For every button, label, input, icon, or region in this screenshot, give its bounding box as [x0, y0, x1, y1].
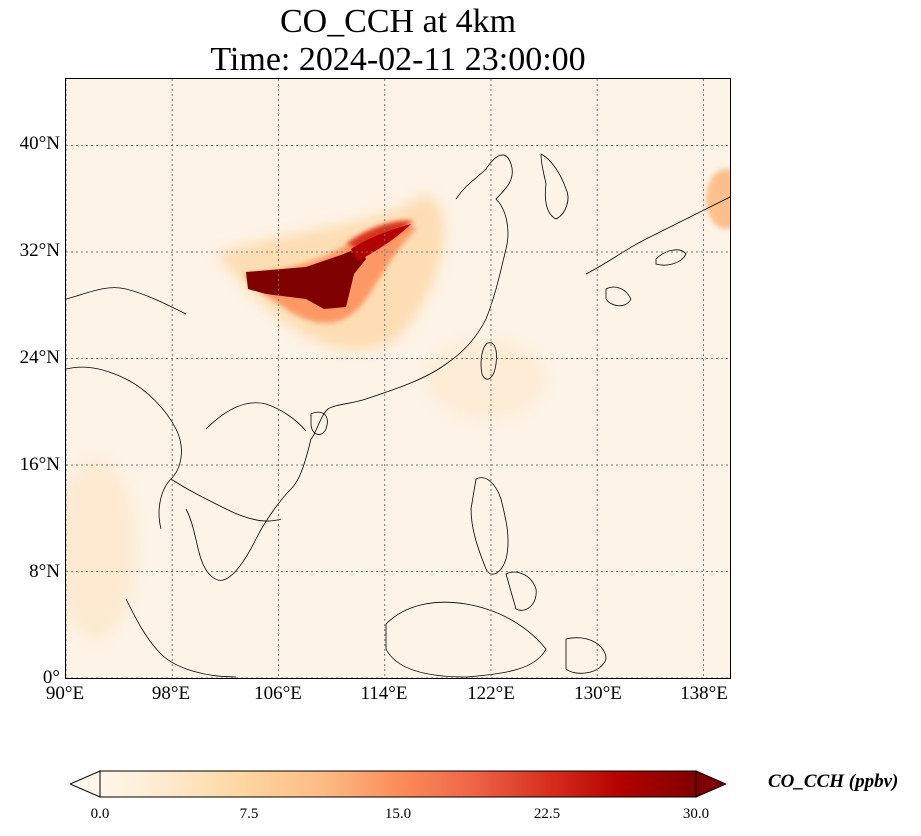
co-plume: [216, 196, 444, 351]
map-panel: [65, 78, 731, 679]
coastlines: [66, 153, 730, 678]
map-time-subtitle: Time: 2024-02-11 23:00:00: [210, 41, 586, 78]
lon-tick-label: 114°E: [360, 683, 408, 704]
colorbar-tick-label: 15.0: [384, 806, 412, 822]
lon-tick-label: 106°E: [254, 683, 302, 704]
colorbar-tick-label: 30.0: [682, 806, 710, 822]
colorbar-tick-label: 0.0: [90, 806, 110, 822]
colorbar-label: CO_CCH (ppbv): [768, 771, 899, 792]
lon-tick-label: 98°E: [151, 683, 191, 704]
lat-tick-label: 40°N: [19, 133, 60, 154]
colorbar-low-extend: [70, 770, 101, 798]
lon-tick-label: 90°E: [45, 683, 85, 704]
lat-tick-label: 32°N: [19, 240, 60, 261]
colorbar-gradient: [99, 770, 697, 798]
lat-tick-label: 16°N: [19, 454, 60, 475]
lat-tick-label: 0°: [42, 667, 60, 688]
lon-tick-label: 130°E: [574, 683, 622, 704]
colorbar: [70, 770, 726, 798]
lon-tick-label: 122°E: [467, 683, 515, 704]
gridlines: [66, 79, 730, 678]
colorbar-tick-label: 7.5: [239, 806, 259, 822]
map-canvas: [66, 79, 730, 678]
lat-tick-label: 8°N: [29, 561, 60, 582]
colorbar-high-extend: [695, 770, 726, 798]
lon-tick-label: 138°E: [680, 683, 728, 704]
colorbar-tick-label: 22.5: [533, 806, 561, 822]
map-title: CO_CCH at 4km: [279, 3, 517, 40]
lat-tick-label: 24°N: [19, 347, 60, 368]
